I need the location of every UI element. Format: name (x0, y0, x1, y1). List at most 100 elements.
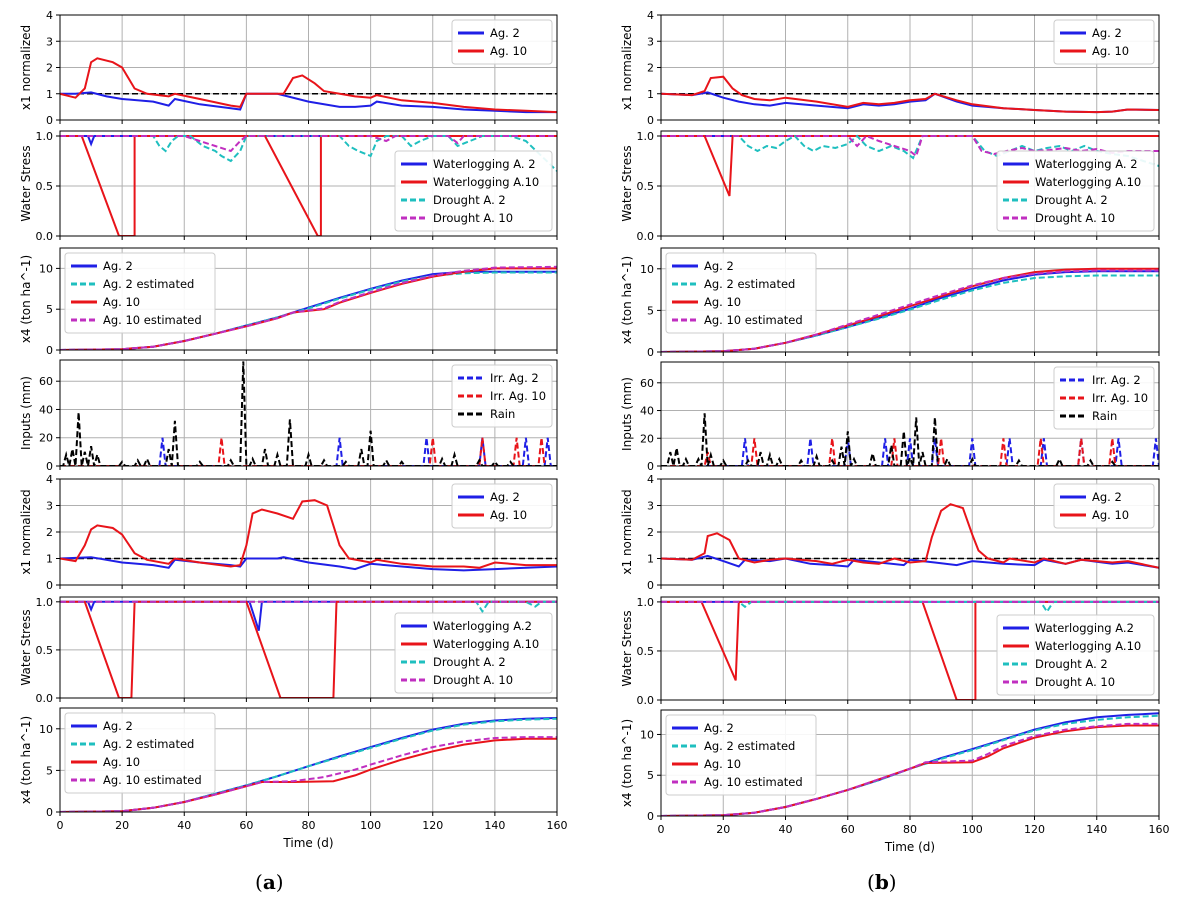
y-tick-label: 4 (647, 473, 654, 486)
series-line (661, 269, 1159, 352)
y-axis-label: x4 (ton ha^-1) (19, 255, 33, 343)
legend-label: Rain (490, 407, 515, 421)
y-axis-label: x1 normalized (620, 489, 634, 574)
legend-label: Ag. 2 estimated (704, 277, 795, 291)
y-axis-label: x4 (ton ha^-1) (620, 256, 634, 344)
y-tick-label: 20 (640, 432, 654, 445)
legend-label: Ag. 10 (1092, 508, 1129, 522)
y-tick-label: 0.5 (637, 180, 655, 193)
y-tick-label: 5 (46, 303, 53, 316)
axes-frame (660, 247, 1160, 353)
x-tick-label: 160 (1149, 823, 1170, 836)
legend-label: Ag. 2 estimated (103, 277, 194, 291)
plot-area (661, 413, 1159, 466)
y-tick-label: 0 (46, 460, 53, 473)
legend: Waterlogging A. 2 Waterlogging A.10 Drough… (996, 150, 1155, 232)
series-line (60, 499, 557, 569)
caption-a: (a) (255, 870, 284, 894)
legend-label: Ag. 10 (103, 295, 140, 309)
legend-label: Ag. 10 estimated (704, 313, 803, 327)
legend-box (996, 614, 1155, 696)
axes-frame (660, 709, 1160, 817)
plot-area (60, 717, 557, 812)
y-tick-label: 1.0 (637, 596, 655, 609)
axes-frame (59, 478, 558, 586)
y-axis-label: x4 (ton ha^-1) (620, 719, 634, 807)
y-tick-label: 2 (46, 62, 53, 75)
legend: Ag. 2 Ag. 10 (1053, 19, 1155, 65)
legend-box (665, 252, 817, 334)
y-tick-label: 0 (647, 114, 654, 127)
legend: Irr. Ag. 2 Irr. Ag. 10 Rain (451, 364, 553, 428)
axes-frame (59, 14, 558, 121)
legend-label: Ag. 10 estimated (704, 775, 803, 789)
chart-a1: 0 1 2 3 4 x1 normalized Ag. 2 Ag. 10 (19, 9, 558, 127)
series-line (661, 413, 1159, 466)
series-line (60, 437, 557, 466)
x-tick-label: 80 (302, 819, 316, 832)
caption-b-letter: b (874, 870, 889, 894)
series-line (60, 361, 557, 466)
legend-label: Drought A. 2 (433, 655, 506, 669)
legend: Ag. 2 Ag. 2 estimated Ag. 10 Ag. 10 estimat… (64, 252, 216, 334)
legend-label: Waterlogging A.10 (1035, 639, 1141, 653)
legend: Ag. 2 Ag. 2 estimated Ag. 10 Ag. 10 estimat… (665, 714, 817, 796)
legend-label: Ag. 2 (490, 26, 520, 40)
chart-a4: 0 20 40 60 Inputs (mm) Irr. Ag. 2 Irr. Ag. 10 R… (19, 359, 558, 473)
y-tick-label: 1 (647, 553, 654, 566)
plot-area (661, 503, 1159, 569)
legend-label: Irr. Ag. 10 (490, 389, 546, 403)
series-line (60, 57, 557, 114)
x-tick-label: 0 (658, 823, 665, 836)
y-tick-label: 3 (647, 500, 654, 513)
plot-area (60, 265, 557, 350)
y-tick-label: 0 (46, 114, 53, 127)
y-tick-label: 0.0 (36, 692, 54, 705)
plot-area (60, 135, 557, 236)
series-line (60, 737, 557, 812)
x-tick-label: 100 (360, 819, 381, 832)
plot-area (60, 57, 557, 114)
y-tick-label: 40 (640, 405, 654, 418)
series-line (60, 556, 557, 572)
x-tick-label: 80 (903, 823, 917, 836)
legend-label: Waterlogging A. 2 (1035, 157, 1138, 171)
y-tick-label: 0.5 (36, 180, 54, 193)
legend: Waterlogging A.2 Waterlogging A.10 Drought… (996, 614, 1155, 696)
axes-frame (660, 478, 1160, 586)
y-axis-label: x1 normalized (19, 25, 33, 110)
y-tick-label: 2 (647, 526, 654, 539)
y-tick-label: 10 (39, 723, 53, 736)
legend-label: Ag. 2 (490, 490, 520, 504)
y-tick-label: 5 (647, 304, 654, 317)
axes-frame (59, 130, 558, 237)
y-tick-label: 0 (647, 346, 654, 359)
legend-box (394, 150, 553, 232)
legend-label: Ag. 10 (1092, 44, 1129, 58)
series-line (60, 135, 557, 236)
y-tick-label: 0.5 (637, 645, 655, 658)
y-tick-label: 1.0 (36, 130, 54, 143)
plot-area (661, 712, 1159, 816)
legend-label: Irr. Ag. 2 (490, 371, 539, 385)
x-tick-label: 40 (779, 823, 793, 836)
legend-box (64, 712, 216, 794)
y-tick-label: 0.0 (637, 694, 655, 707)
legend-label: Ag. 10 estimated (103, 773, 202, 787)
legend-label: Irr. Ag. 2 (1092, 373, 1141, 387)
legend: Ag. 2 Ag. 2 estimated Ag. 10 Ag. 10 estimat… (64, 712, 216, 794)
legend: Ag. 2 Ag. 10 (451, 19, 553, 65)
x-tick-label: 120 (1024, 823, 1045, 836)
legend: Irr. Ag. 2 Irr. Ag. 10 Rain (1053, 366, 1155, 430)
legend-box (1053, 366, 1155, 430)
plot-area (60, 361, 557, 466)
legend-label: Ag. 2 (704, 259, 734, 273)
y-tick-label: 1.0 (36, 596, 54, 609)
y-tick-label: 1.0 (637, 130, 655, 143)
y-tick-label: 0 (46, 344, 53, 357)
y-axis-label: x4 (ton ha^-1) (19, 716, 33, 804)
x-axis-label: Time (d) (884, 840, 935, 854)
legend-label: Ag. 10 (490, 44, 527, 58)
